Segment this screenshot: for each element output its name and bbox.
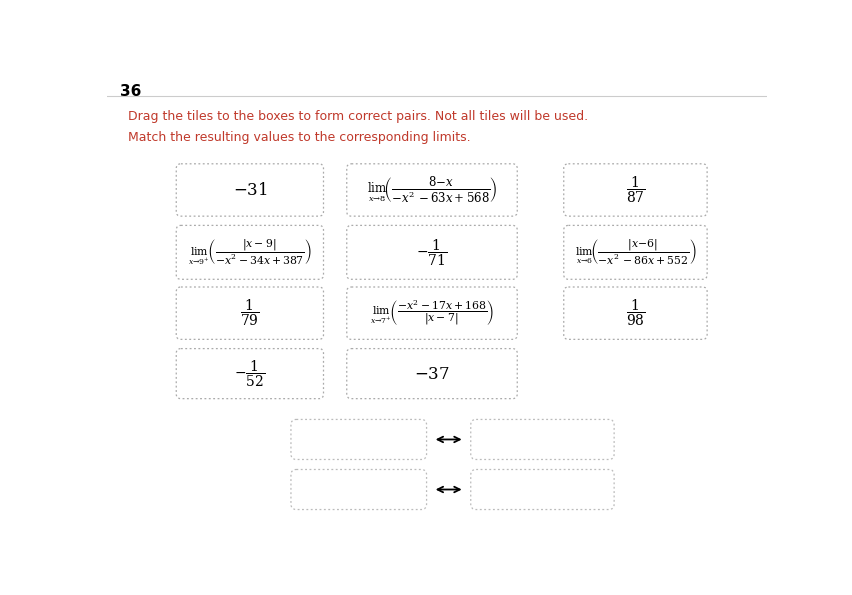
FancyBboxPatch shape xyxy=(291,419,427,459)
Text: $\lim_{x \to 8}\!\left(\dfrac{8-x}{-x^2 - 63x + 568}\right)$: $\lim_{x \to 8}\!\left(\dfrac{8-x}{-x^2 … xyxy=(366,175,498,205)
FancyBboxPatch shape xyxy=(291,469,427,509)
Text: $\dfrac{1}{87}$: $\dfrac{1}{87}$ xyxy=(625,175,645,205)
Text: $-37$: $-37$ xyxy=(414,365,450,383)
Text: $\lim_{x \to 9^+}\!\left(\dfrac{|x-9|}{-x^2 - 34x + 387}\right)$: $\lim_{x \to 9^+}\!\left(\dfrac{|x-9|}{-… xyxy=(188,238,312,267)
Text: $-31$: $-31$ xyxy=(233,181,268,199)
FancyBboxPatch shape xyxy=(347,226,517,279)
FancyBboxPatch shape xyxy=(176,287,324,339)
FancyBboxPatch shape xyxy=(564,164,707,216)
Text: $-\dfrac{1}{71}$: $-\dfrac{1}{71}$ xyxy=(417,237,447,268)
Text: $\dfrac{1}{98}$: $\dfrac{1}{98}$ xyxy=(625,298,645,328)
FancyBboxPatch shape xyxy=(471,469,614,509)
Text: $\lim_{x \to 6}\!\left(\dfrac{|x-6|}{-x^2 - 86x + 552}\right)$: $\lim_{x \to 6}\!\left(\dfrac{|x-6|}{-x^… xyxy=(575,238,696,267)
FancyBboxPatch shape xyxy=(176,349,324,399)
Text: $\lim_{x \to 7^+}\!\left(\dfrac{-x^2 - 17x + 168}{|x-7|}\right)$: $\lim_{x \to 7^+}\!\left(\dfrac{-x^2 - 1… xyxy=(370,299,494,328)
FancyBboxPatch shape xyxy=(347,164,517,216)
Text: 36: 36 xyxy=(120,84,141,99)
FancyBboxPatch shape xyxy=(347,287,517,339)
Text: Match the resulting values to the corresponding limits.: Match the resulting values to the corres… xyxy=(128,131,471,145)
FancyBboxPatch shape xyxy=(176,226,324,279)
Text: Drag the tiles to the boxes to form correct pairs. Not all tiles will be used.: Drag the tiles to the boxes to form corr… xyxy=(128,110,589,123)
FancyBboxPatch shape xyxy=(564,287,707,339)
Text: $-\dfrac{1}{52}$: $-\dfrac{1}{52}$ xyxy=(234,358,266,389)
Text: $\dfrac{1}{79}$: $\dfrac{1}{79}$ xyxy=(240,298,260,328)
FancyBboxPatch shape xyxy=(564,226,707,279)
FancyBboxPatch shape xyxy=(176,164,324,216)
FancyBboxPatch shape xyxy=(471,419,614,459)
FancyBboxPatch shape xyxy=(347,349,517,399)
